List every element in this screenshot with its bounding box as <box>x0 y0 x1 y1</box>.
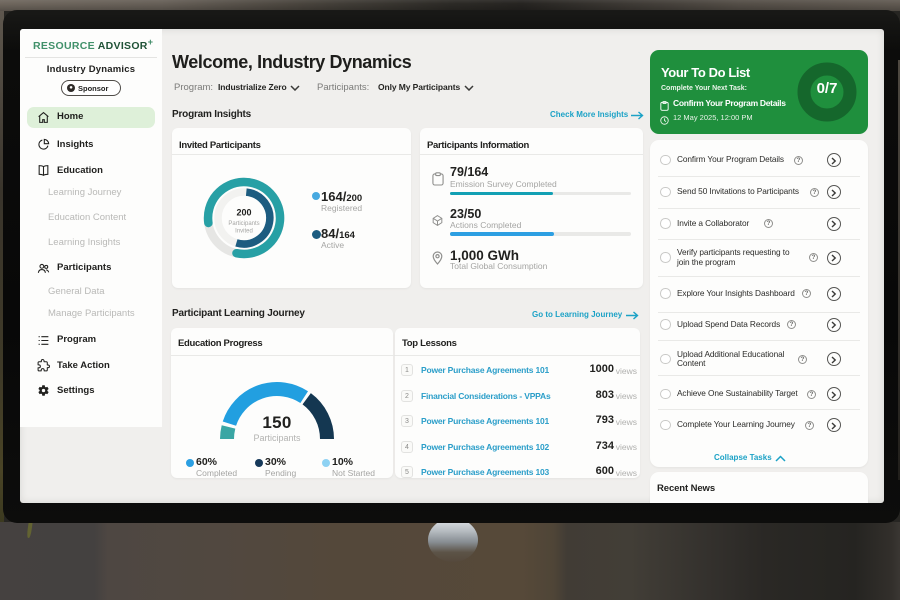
svg-text:Participants: Participants <box>228 221 259 227</box>
svg-text:200: 200 <box>236 208 251 218</box>
svg-text:Invited: Invited <box>235 229 253 235</box>
